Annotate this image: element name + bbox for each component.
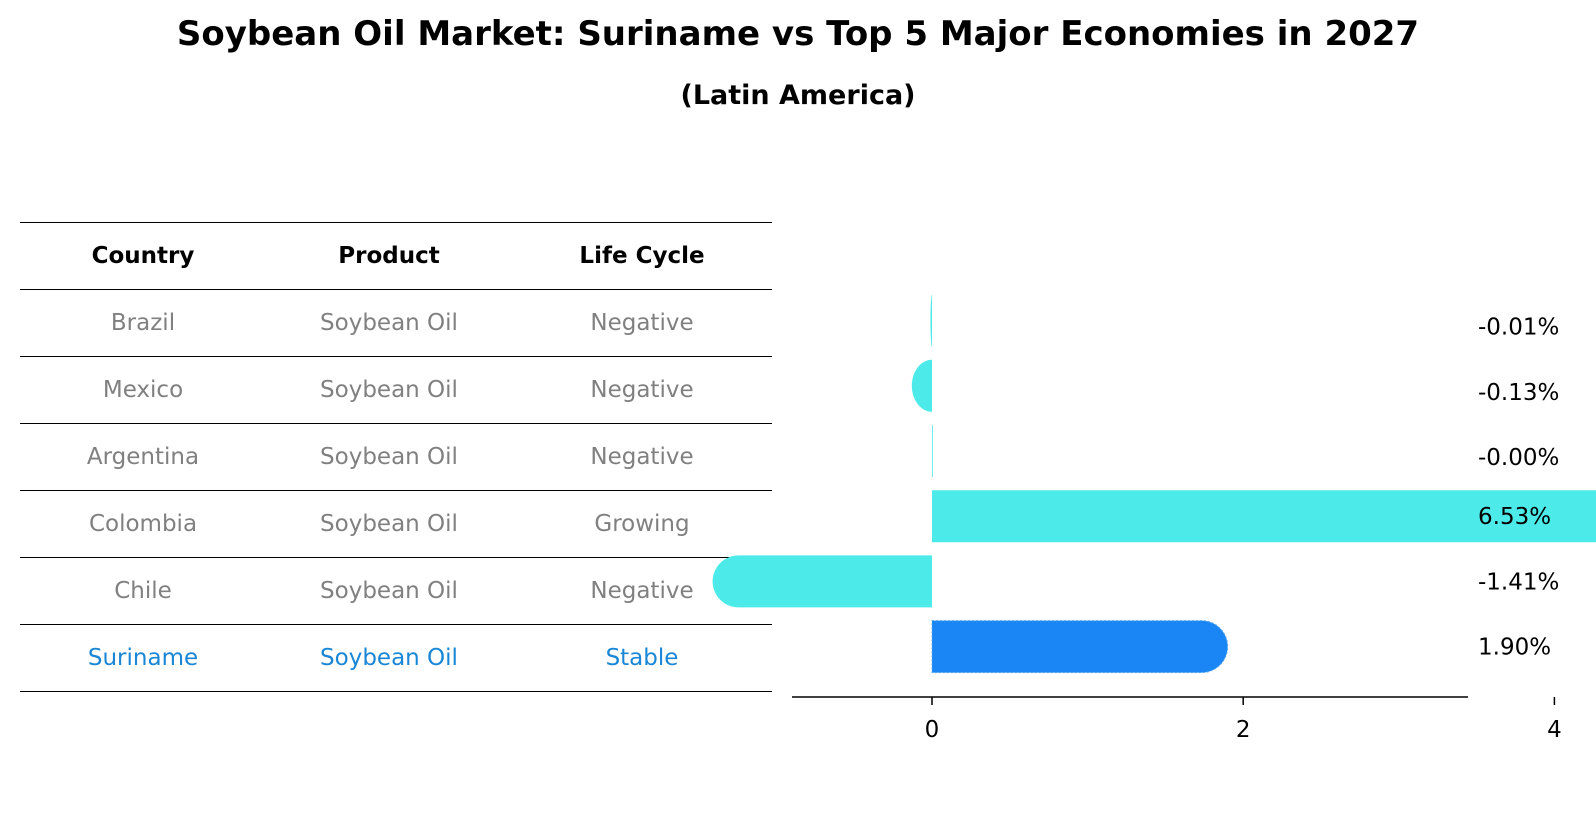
market-table: Country Product Life Cycle Brazil Soybea… (20, 222, 772, 692)
table-row-highlight: Suriname Soybean Oil Stable (20, 624, 772, 692)
bar-colombia (932, 490, 1596, 543)
data-label: 1.90% (1478, 635, 1551, 661)
cell-life-cycle: Negative (512, 423, 772, 491)
cell-product: Soybean Oil (266, 557, 512, 625)
cell-life-cycle: Negative (512, 356, 772, 424)
bar-brazil (930, 294, 932, 347)
data-label: 6.53% (1478, 504, 1551, 530)
header-life-cycle: Life Cycle (512, 222, 772, 290)
table-row: Argentina Soybean Oil Negative (20, 423, 772, 491)
cell-product: Soybean Oil (266, 624, 512, 692)
cell-life-cycle: Negative (512, 289, 772, 357)
x-tick-label: 0 (925, 717, 940, 743)
table-row: Colombia Soybean Oil Growing (20, 490, 772, 558)
cell-country: Mexico (20, 356, 266, 424)
cell-product: Soybean Oil (266, 490, 512, 558)
x-tick-label: 4 (1547, 717, 1562, 743)
chart-subtitle: (Latin America) (680, 80, 916, 111)
bar-suriname (931, 620, 1229, 674)
x-tick-label: 2 (1236, 717, 1251, 743)
cell-life-cycle: Growing (512, 490, 772, 558)
table-row: Chile Soybean Oil Negative (20, 557, 772, 625)
cell-product: Soybean Oil (266, 356, 512, 424)
cell-country: Chile (20, 557, 266, 625)
bar-argentina (932, 425, 933, 477)
cell-life-cycle: Stable (512, 624, 772, 692)
chart-title: Soybean Oil Market: Suriname vs Top 5 Ma… (176, 14, 1420, 54)
table-header-row: Country Product Life Cycle (20, 222, 772, 290)
table-row: Mexico Soybean Oil Negative (20, 356, 772, 424)
bar-mexico (911, 359, 932, 412)
data-label: -0.13% (1478, 380, 1559, 406)
data-label: -0.01% (1478, 315, 1559, 341)
cell-product: Soybean Oil (266, 423, 512, 491)
cell-country: Suriname (20, 624, 266, 692)
table-row: Brazil Soybean Oil Negative (20, 289, 772, 357)
cell-country: Colombia (20, 490, 266, 558)
cell-country: Argentina (20, 423, 266, 491)
cell-product: Soybean Oil (266, 289, 512, 357)
data-label: -0.00% (1478, 445, 1559, 471)
cell-country: Brazil (20, 289, 266, 357)
header-product: Product (266, 222, 512, 290)
header-country: Country (20, 222, 266, 290)
data-label: -1.41% (1478, 569, 1559, 595)
bar-chile (712, 555, 932, 608)
